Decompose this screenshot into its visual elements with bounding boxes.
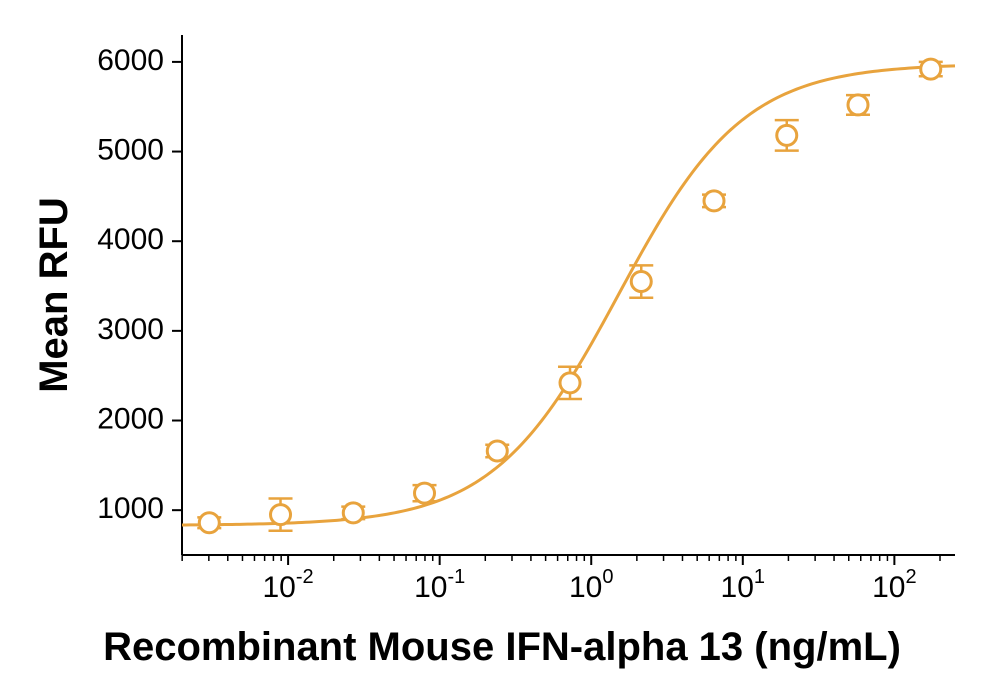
data-marker: [271, 505, 291, 525]
data-marker: [777, 125, 797, 145]
y-tick-label: 4000: [97, 223, 164, 256]
x-tick-label: 101: [721, 566, 766, 604]
x-tick-label: 100: [569, 566, 614, 604]
dose-response-chart: 1000 2000 3000 4000 5000 6000 10-2 10-1 100 101 10…: [0, 0, 1004, 681]
data-marker: [704, 191, 724, 211]
y-axis-title: Mean RFU: [32, 197, 76, 393]
y-tick-label: 6000: [97, 44, 164, 77]
x-axis-title: Recombinant Mouse IFN-alpha 13 (ng/mL): [103, 625, 901, 669]
x-tick-label: 102: [872, 566, 917, 604]
data-marker: [848, 95, 868, 115]
data-marker: [560, 373, 580, 393]
chart-svg: 1000 2000 3000 4000 5000 6000 10-2 10-1 100 101 10…: [0, 0, 1004, 681]
data-marker: [343, 503, 363, 523]
x-tick-label: 10-2: [263, 566, 314, 604]
y-tick-label: 5000: [97, 133, 164, 166]
data-marker: [199, 513, 219, 533]
y-tick-label: 1000: [97, 492, 164, 525]
fit-curve: [182, 66, 955, 525]
data-marker: [487, 441, 507, 461]
data-marker: [921, 59, 941, 79]
y-tick-label: 3000: [97, 313, 164, 346]
data-marker: [415, 483, 435, 503]
y-tick-label: 2000: [97, 402, 164, 435]
x-tick-label: 10-1: [414, 566, 465, 604]
data-marker: [631, 272, 651, 292]
